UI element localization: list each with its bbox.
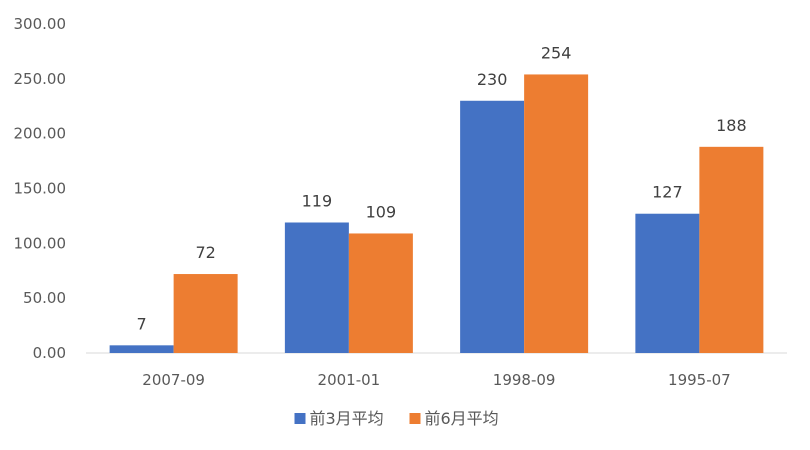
legend-swatch: [294, 413, 306, 424]
y-tick-label: 100.00: [14, 234, 67, 252]
legend-swatch: [409, 413, 421, 424]
x-tick-label: 2007-09: [142, 371, 205, 389]
bar: [109, 345, 174, 353]
y-tick-label: 50.00: [23, 289, 66, 307]
bar: [635, 213, 700, 353]
y-tick-label: 300.00: [14, 15, 67, 33]
data-label: 119: [302, 191, 333, 210]
data-label: 72: [195, 243, 215, 262]
data-label: 7: [137, 314, 147, 333]
x-tick-label: 1995-07: [668, 371, 731, 389]
bar: [284, 222, 349, 353]
data-labels: 7 72 119 109 230 254 127 188: [137, 43, 747, 333]
bar: [348, 233, 413, 353]
bars: [109, 74, 764, 354]
data-label: 188: [716, 116, 747, 135]
y-tick-label: 0.00: [33, 344, 66, 362]
bar: [173, 274, 238, 353]
y-tick-label: 200.00: [14, 125, 67, 143]
bar: [699, 146, 764, 353]
x-axis-ticks: 2007-09 2001-01 1998-09 1995-07: [142, 371, 730, 389]
legend-label: 前6月平均: [425, 409, 499, 428]
bar: [524, 74, 589, 354]
x-tick-label: 2001-01: [318, 371, 381, 389]
bar: [460, 100, 525, 354]
data-label: 127: [652, 183, 683, 202]
x-tick-label: 1998-09: [493, 371, 556, 389]
data-label: 254: [541, 43, 572, 62]
legend-label: 前3月平均: [310, 409, 384, 428]
legend: 前3月平均 前6月平均: [294, 409, 499, 428]
y-tick-label: 250.00: [14, 70, 67, 88]
data-label: 230: [477, 70, 508, 89]
data-label: 109: [366, 202, 397, 221]
y-axis-ticks: 0.00 50.00 100.00 150.00 200.00 250.00 300.00: [14, 15, 67, 362]
y-tick-label: 150.00: [14, 180, 67, 198]
